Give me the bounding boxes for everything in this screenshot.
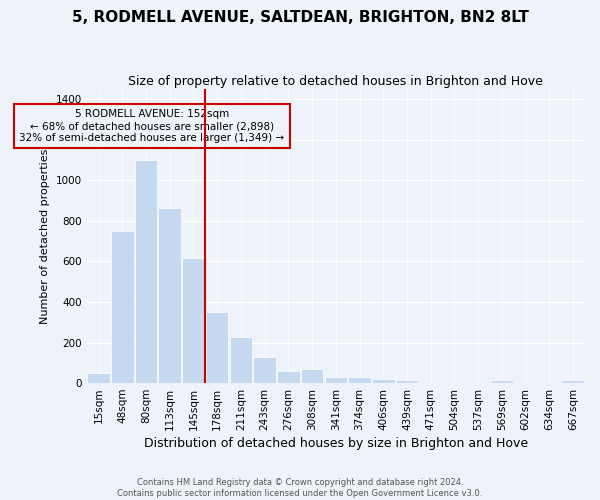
Bar [230,338,252,383]
Bar [372,379,395,383]
Bar [325,378,347,383]
Bar [348,378,371,383]
Bar [87,374,110,383]
Bar [277,370,299,383]
Bar [253,356,276,383]
Bar [158,208,181,383]
X-axis label: Distribution of detached houses by size in Brighton and Hove: Distribution of detached houses by size … [144,437,528,450]
Bar [396,380,418,383]
Bar [135,160,157,383]
Bar [111,231,134,383]
Text: Contains HM Land Registry data © Crown copyright and database right 2024.
Contai: Contains HM Land Registry data © Crown c… [118,478,482,498]
Text: 5 RODMELL AVENUE: 152sqm
← 68% of detached houses are smaller (2,898)
32% of sem: 5 RODMELL AVENUE: 152sqm ← 68% of detach… [19,110,284,142]
Bar [562,380,584,383]
Text: 5, RODMELL AVENUE, SALTDEAN, BRIGHTON, BN2 8LT: 5, RODMELL AVENUE, SALTDEAN, BRIGHTON, B… [71,10,529,25]
Bar [491,380,513,383]
Bar [206,312,229,383]
Bar [301,369,323,383]
Y-axis label: Number of detached properties: Number of detached properties [40,148,50,324]
Bar [182,258,205,383]
Title: Size of property relative to detached houses in Brighton and Hove: Size of property relative to detached ho… [128,75,543,88]
